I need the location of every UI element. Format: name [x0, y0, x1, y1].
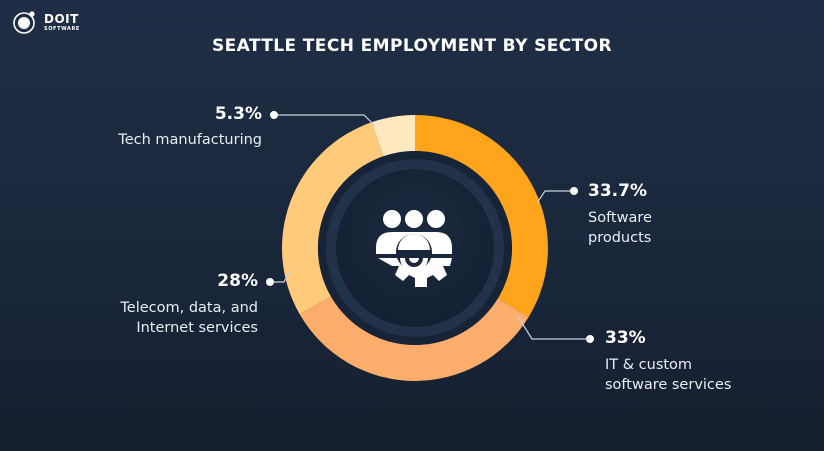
segment-tech-manufacturing — [371, 115, 415, 157]
desc-line2: software services — [605, 377, 732, 393]
desc-line1: IT & custom — [605, 357, 693, 373]
brand-logo: DOIT SOFTWARE — [12, 9, 80, 35]
segment-telecom — [282, 122, 384, 315]
chart-title: SEATTLE TECH EMPLOYMENT BY SECTOR — [211, 36, 613, 56]
pct-telecom: 28% — [217, 271, 258, 291]
desc-line2: Internet services — [136, 320, 258, 336]
label-telecom: 28% Telecom, data, and Internet services — [120, 271, 258, 338]
logo-mark-icon — [13, 11, 35, 34]
team-gear-icon — [376, 210, 452, 287]
desc-line1: Tech manufacturing — [118, 132, 262, 148]
donut-segments — [282, 115, 548, 381]
callout-lines — [270, 114, 574, 340]
pct-it-custom: 33% — [605, 328, 646, 348]
label-it-custom: 33% IT & custom software services — [605, 328, 731, 395]
desc-line1: Telecom, data, and — [120, 300, 258, 316]
segment-software-products — [415, 115, 548, 318]
logo-name: DOIT — [44, 11, 79, 26]
label-software-products: 33.7% Software products — [588, 181, 652, 248]
logo-subtitle: SOFTWARE — [44, 25, 80, 32]
pct-software-products: 33.7% — [588, 181, 647, 201]
pct-tech-manufacturing: 5.3% — [214, 104, 262, 124]
desc-line1: Software — [588, 210, 652, 226]
label-tech-manufacturing: 5.3% Tech manufacturing — [118, 104, 262, 150]
segment-it-custom — [299, 296, 529, 381]
desc-line2: products — [588, 230, 652, 246]
